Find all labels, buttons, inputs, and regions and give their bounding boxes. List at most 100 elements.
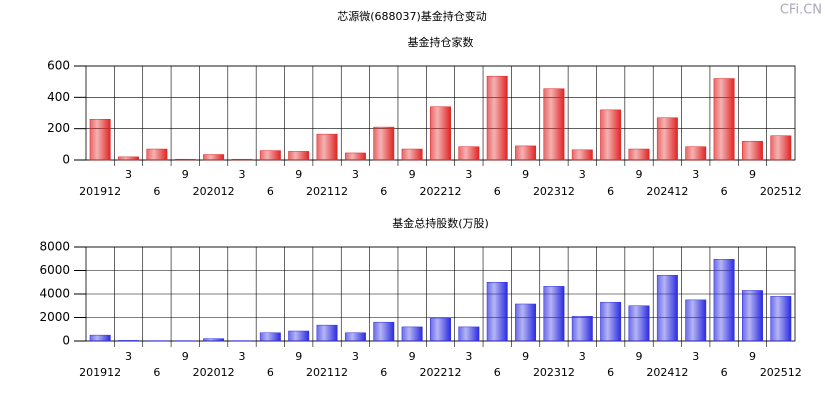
x-tick-label: 202012 (193, 366, 235, 379)
bar (657, 275, 677, 341)
bar (402, 149, 422, 160)
x-tick-label: 3 (465, 168, 472, 181)
x-tick-label: 6 (494, 185, 501, 198)
bar (714, 79, 734, 160)
x-tick-label: 202312 (533, 366, 575, 379)
bar (232, 159, 252, 160)
bar (175, 159, 195, 160)
x-tick-label: 6 (380, 185, 387, 198)
y-tick-label: 2000 (39, 310, 70, 324)
bar (118, 157, 138, 160)
bar (572, 150, 592, 160)
x-tick-label: 9 (522, 350, 529, 363)
x-tick-label: 6 (267, 366, 274, 379)
bar (742, 290, 762, 341)
subplot-title: 基金总持股数(万股) (392, 216, 489, 230)
x-tick-label: 9 (182, 350, 189, 363)
bar (487, 282, 507, 341)
x-tick-label: 9 (409, 168, 416, 181)
bar (572, 316, 592, 341)
x-tick-label: 6 (494, 366, 501, 379)
bar (203, 339, 223, 341)
x-tick-label: 9 (522, 168, 529, 181)
bar (714, 259, 734, 341)
bar (203, 155, 223, 160)
x-tick-label: 202212 (420, 185, 462, 198)
bar (345, 153, 365, 160)
x-tick-label: 202112 (306, 366, 348, 379)
x-tick-label: 9 (636, 168, 643, 181)
bar (260, 151, 280, 160)
bar (430, 318, 450, 341)
x-tick-label: 9 (409, 350, 416, 363)
x-tick-label: 3 (125, 350, 132, 363)
bar (317, 134, 337, 160)
x-tick-label: 6 (607, 366, 614, 379)
x-tick-label: 9 (182, 168, 189, 181)
bar (430, 107, 450, 160)
y-tick-label: 0 (62, 153, 70, 167)
x-tick-label: 6 (153, 366, 160, 379)
bar (345, 333, 365, 341)
subplot-title: 基金持仓家数 (408, 35, 474, 49)
x-tick-label: 3 (692, 350, 699, 363)
bar (288, 151, 308, 160)
bar (90, 119, 110, 160)
bar (147, 149, 167, 160)
x-tick-label: 202412 (646, 185, 688, 198)
x-tick-label: 202412 (646, 366, 688, 379)
bar (600, 110, 620, 160)
bar (657, 118, 677, 160)
x-tick-label: 9 (636, 350, 643, 363)
bar (288, 331, 308, 341)
y-tick-label: 6000 (39, 263, 70, 277)
x-tick-label: 201912 (79, 185, 121, 198)
x-tick-label: 3 (579, 350, 586, 363)
bar (459, 147, 479, 160)
bar (771, 136, 791, 160)
x-tick-label: 201912 (79, 366, 121, 379)
x-tick-label: 6 (721, 185, 728, 198)
y-tick-label: 200 (47, 121, 70, 135)
x-tick-label: 3 (352, 350, 359, 363)
bar (260, 333, 280, 341)
x-tick-label: 3 (692, 168, 699, 181)
bar (515, 146, 535, 160)
chart-title: 芯源微(688037)基金持仓变动 (337, 9, 487, 23)
bar (686, 300, 706, 341)
x-tick-label: 202312 (533, 185, 575, 198)
bar (742, 141, 762, 160)
bar (317, 325, 337, 341)
bar (374, 322, 394, 341)
bar (515, 304, 535, 341)
bar (90, 335, 110, 341)
x-tick-label: 3 (125, 168, 132, 181)
x-tick-label: 202512 (760, 366, 802, 379)
x-tick-label: 6 (721, 366, 728, 379)
x-tick-label: 3 (238, 168, 245, 181)
y-tick-label: 600 (47, 59, 70, 73)
y-tick-label: 4000 (39, 287, 70, 301)
bar (686, 147, 706, 160)
x-tick-label: 6 (267, 185, 274, 198)
y-tick-label: 8000 (39, 240, 70, 254)
bar (402, 327, 422, 341)
x-tick-label: 202512 (760, 185, 802, 198)
watermark: CFi.CN (780, 3, 822, 18)
y-tick-label: 0 (62, 334, 70, 348)
bar (118, 340, 138, 341)
bar (459, 327, 479, 341)
bar (629, 306, 649, 341)
x-tick-label: 3 (465, 350, 472, 363)
x-tick-label: 202112 (306, 185, 348, 198)
x-tick-label: 9 (295, 350, 302, 363)
y-tick-label: 400 (47, 90, 70, 104)
bar (771, 296, 791, 341)
x-tick-label: 6 (607, 185, 614, 198)
x-tick-label: 3 (352, 168, 359, 181)
x-tick-label: 202012 (193, 185, 235, 198)
bar (374, 127, 394, 160)
bar (544, 89, 564, 160)
x-tick-label: 202212 (420, 366, 462, 379)
